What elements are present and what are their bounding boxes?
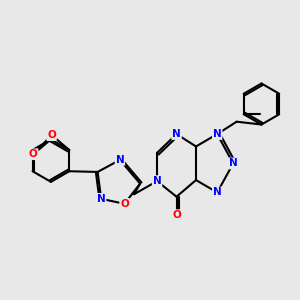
Text: O: O [47,130,56,140]
Text: N: N [172,129,181,139]
Text: N: N [153,176,161,186]
Text: N: N [229,158,238,168]
Text: N: N [213,129,222,139]
Text: N: N [116,155,124,165]
Text: O: O [120,199,129,209]
Text: N: N [213,188,222,197]
Text: N: N [97,194,106,204]
Text: O: O [172,210,181,220]
Text: O: O [29,149,38,159]
